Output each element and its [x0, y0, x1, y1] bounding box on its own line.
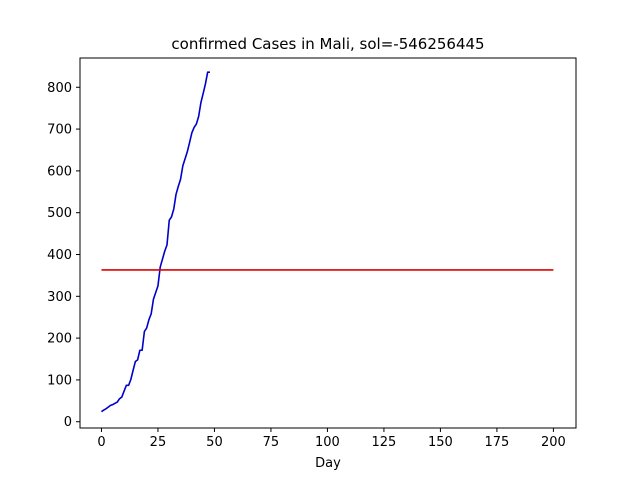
y-tick-label: 600	[47, 164, 72, 179]
y-tick-label: 100	[47, 373, 72, 388]
x-tick-label: 200	[541, 435, 566, 450]
x-tick-label: 125	[372, 435, 397, 450]
x-tick-label: 50	[206, 435, 223, 450]
x-tick-label: 0	[97, 435, 105, 450]
confirmed-cases-line	[100, 71, 210, 413]
x-axis: 0 25 50 75 100 125 150 175 200	[97, 428, 566, 450]
x-tick-label: 25	[150, 435, 167, 450]
y-tick-label: 800	[47, 81, 72, 96]
x-axis-label: Day	[315, 456, 341, 471]
y-tick-label: 700	[47, 123, 72, 138]
y-tick-label: 300	[47, 290, 72, 305]
y-tick-label: 200	[47, 332, 72, 347]
x-tick-label: 75	[263, 435, 280, 450]
series-layer	[100, 71, 554, 413]
y-tick-label: 0	[64, 415, 72, 430]
y-tick-label: 400	[47, 248, 72, 263]
y-tick-label: 500	[47, 206, 72, 221]
x-tick-label: 100	[315, 435, 340, 450]
x-tick-label: 150	[428, 435, 453, 450]
chart-title: confirmed Cases in Mali, sol=-546256445	[171, 35, 484, 53]
y-axis: 0 100 200 300 400 500 600 700 800	[47, 81, 80, 430]
plot-area-frame	[79, 57, 577, 429]
x-tick-label: 175	[484, 435, 509, 450]
